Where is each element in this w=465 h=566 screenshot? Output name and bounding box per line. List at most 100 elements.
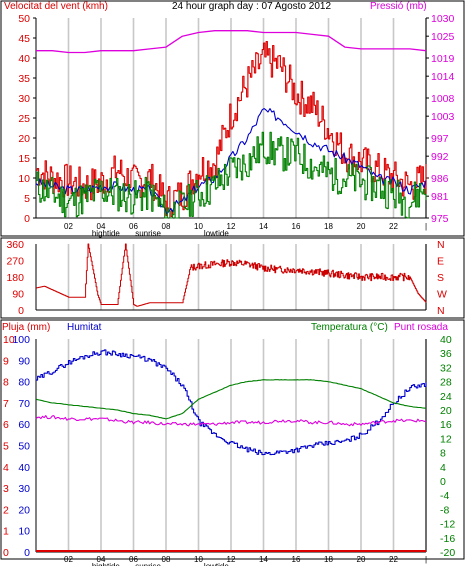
pressure-line — [36, 30, 427, 54]
direction-panel-frame — [0, 237, 465, 319]
x-event-label: lowtide — [204, 229, 229, 238]
y2-tick-label: 36 — [440, 348, 452, 360]
y-tick-label: 270 — [6, 256, 24, 268]
y-tick-label: 20 — [18, 504, 30, 516]
wind-speed-title: Velocitat del vent (kmh) — [4, 1, 108, 12]
rain-tick-label: 2 — [3, 504, 9, 516]
compass-label: E — [437, 256, 444, 268]
compass-label: S — [437, 272, 444, 284]
y2-tick-label: 16 — [440, 419, 452, 431]
y-tick-label: 35 — [18, 73, 30, 85]
rain-tick-label: 10 — [3, 334, 15, 346]
rain-tick-label: 5 — [3, 441, 9, 453]
y-tick-label: 40 — [18, 462, 30, 474]
x-tick-label: 10 — [194, 222, 203, 231]
y-tick-label: 0 — [18, 305, 24, 317]
y-tick-label: 0 — [24, 547, 30, 559]
x-tick-label: 06 — [129, 222, 138, 231]
y2-tick-label: 981 — [431, 191, 449, 203]
y2-tick-label: 4 — [440, 462, 446, 474]
x-tick-label: 16 — [292, 222, 301, 231]
x-tick-label: 08 — [162, 222, 171, 231]
humidity-axis-title: Humitat — [67, 322, 102, 333]
y-tick-label: 70 — [18, 398, 30, 410]
y-tick-label: 180 — [6, 272, 24, 284]
pressure-title: Pressió (mb) — [370, 1, 427, 12]
x-tick-label: 14 — [259, 555, 268, 564]
y2-tick-label: 20 — [440, 405, 452, 417]
y2-tick-label: 1030 — [431, 13, 455, 25]
graph-title: 24 hour graph day : 07 Agosto 2012 — [172, 1, 331, 12]
x-tick-label: 06 — [129, 555, 138, 564]
y-tick-label: 100 — [12, 334, 30, 346]
x-tick-label: 16 — [292, 555, 301, 564]
x-event-label: lowtide — [204, 562, 229, 566]
y2-tick-label: 24 — [440, 391, 452, 403]
y2-tick-label: 1019 — [431, 53, 455, 65]
x-tick-label: 02 — [64, 222, 73, 231]
y-tick-label: 50 — [18, 13, 30, 25]
y2-tick-label: 975 — [431, 213, 449, 225]
y2-tick-label: 40 — [440, 334, 452, 346]
x-tick-label: 04 — [97, 222, 106, 231]
y2-tick-label: -4 — [440, 490, 449, 502]
y-tick-label: 25 — [18, 113, 30, 125]
temp-humidity-plot: 0010120230340450560670780890910010-20-16… — [3, 334, 455, 566]
rain-axis-title: Pluja (mm) — [2, 322, 50, 333]
y-tick-label: 45 — [18, 33, 30, 45]
y-tick-label: 360 — [6, 239, 24, 251]
y-tick-label: 10 — [18, 173, 30, 185]
y2-tick-label: 28 — [440, 377, 452, 389]
y2-tick-label: 997 — [431, 133, 449, 145]
series-punt-rosada — [35, 415, 427, 427]
x-event-label: hightide — [92, 229, 121, 238]
y2-tick-label: 32 — [440, 362, 452, 374]
compass-label: N — [437, 239, 445, 251]
x-event-label: sunrise — [135, 562, 161, 566]
bottom-panel-frame — [0, 319, 465, 560]
humidity-line — [36, 349, 427, 456]
rain-tick-label: 3 — [3, 483, 9, 495]
y-tick-label: 20 — [18, 133, 30, 145]
wind-pressure-plot: 0 5 10 15 20 25 30 35 40 45 50 975 981 986 992 997 1003 1… — [18, 13, 454, 238]
rain-tick-label: 8 — [3, 377, 9, 389]
y-tick-label: 90 — [12, 289, 24, 301]
rain-tick-label: 1 — [3, 526, 9, 538]
wind-direction-plot: 0 N 90 W 180 S 270 E 360 N — [6, 239, 447, 317]
y2-tick-label: -16 — [440, 533, 455, 545]
x-tick-label: 18 — [324, 555, 333, 564]
x-tick-label: 20 — [357, 555, 366, 564]
y2-tick-label: 1014 — [431, 71, 455, 83]
x-tick-label: 02 — [64, 555, 73, 564]
rain-tick-label: 7 — [3, 398, 9, 410]
y2-tick-label: -20 — [440, 547, 455, 559]
y2-tick-label: 1003 — [431, 111, 455, 123]
rain-tick-label: 9 — [3, 355, 9, 367]
y-tick-label: 30 — [18, 483, 30, 495]
wind-direction-line — [36, 243, 427, 307]
wind-series-wind — [36, 131, 427, 219]
y2-tick-label: 992 — [431, 151, 449, 163]
y-tick-label: 10 — [18, 526, 30, 538]
y-tick-label: 40 — [18, 53, 30, 65]
x-tick-label: 22 — [389, 222, 398, 231]
y-tick-label: 50 — [18, 441, 30, 453]
x-tick-label: 10 — [194, 555, 203, 564]
x-tick-label: 14 — [259, 222, 268, 231]
dewpoint-axis-title: Punt rosada — [394, 322, 448, 333]
y-tick-label: 0 — [24, 213, 30, 225]
rain-tick-label: 0 — [3, 547, 9, 559]
temperature-axis-title: Temperatura (°C) — [311, 322, 388, 333]
x-tick-label: 18 — [324, 222, 333, 231]
y2-tick-label: 0 — [440, 476, 446, 488]
rain-tick-label: 4 — [3, 462, 9, 474]
y-tick-label: 60 — [18, 419, 30, 431]
y2-tick-label: -8 — [440, 504, 449, 516]
y-tick-label: 90 — [18, 355, 30, 367]
y2-tick-label: 1008 — [431, 93, 455, 105]
y-tick-label: 15 — [18, 153, 30, 165]
compass-label: N — [437, 305, 445, 317]
x-event-label: hightide — [92, 562, 121, 566]
